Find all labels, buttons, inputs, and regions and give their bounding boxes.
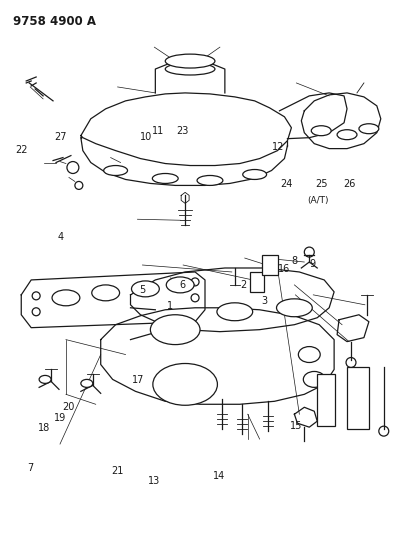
FancyBboxPatch shape xyxy=(261,255,277,275)
Ellipse shape xyxy=(276,299,312,317)
Ellipse shape xyxy=(165,54,214,68)
Text: 2: 2 xyxy=(240,280,246,290)
Ellipse shape xyxy=(298,346,319,362)
Ellipse shape xyxy=(39,375,51,383)
Text: (A/T): (A/T) xyxy=(307,196,328,205)
Text: 10: 10 xyxy=(139,132,152,142)
Text: 26: 26 xyxy=(343,179,355,189)
Text: 16: 16 xyxy=(278,264,290,274)
Ellipse shape xyxy=(166,277,193,293)
FancyBboxPatch shape xyxy=(346,367,368,429)
Ellipse shape xyxy=(103,166,127,175)
Ellipse shape xyxy=(153,364,217,405)
Text: 27: 27 xyxy=(54,132,67,142)
Text: 24: 24 xyxy=(280,179,292,189)
Text: 5: 5 xyxy=(138,285,145,295)
Text: 3: 3 xyxy=(261,296,266,306)
Text: 19: 19 xyxy=(54,413,66,423)
Ellipse shape xyxy=(52,290,80,306)
FancyBboxPatch shape xyxy=(249,272,263,292)
Ellipse shape xyxy=(310,126,330,136)
Text: 21: 21 xyxy=(111,466,124,475)
Text: 13: 13 xyxy=(148,477,160,486)
Text: 22: 22 xyxy=(16,145,28,155)
Ellipse shape xyxy=(358,124,378,134)
Text: 14: 14 xyxy=(213,471,225,481)
Ellipse shape xyxy=(197,175,222,185)
Text: 1: 1 xyxy=(167,301,173,311)
Text: 18: 18 xyxy=(38,423,50,433)
Text: 4: 4 xyxy=(57,232,63,243)
Text: 25: 25 xyxy=(314,179,326,189)
Text: 7: 7 xyxy=(27,463,33,473)
Text: 6: 6 xyxy=(179,280,185,290)
FancyBboxPatch shape xyxy=(317,375,334,426)
Text: 9758 4900 A: 9758 4900 A xyxy=(13,15,96,28)
Ellipse shape xyxy=(81,379,92,387)
Text: 20: 20 xyxy=(62,402,74,412)
Ellipse shape xyxy=(242,169,266,180)
Text: 9: 9 xyxy=(309,259,315,269)
Text: 23: 23 xyxy=(176,126,188,136)
Text: 17: 17 xyxy=(131,375,144,385)
Ellipse shape xyxy=(150,315,200,345)
Text: 8: 8 xyxy=(291,256,297,266)
Ellipse shape xyxy=(336,130,356,140)
Ellipse shape xyxy=(131,281,159,297)
Ellipse shape xyxy=(303,372,324,387)
Ellipse shape xyxy=(152,173,178,183)
Text: 15: 15 xyxy=(290,421,302,431)
Text: 11: 11 xyxy=(152,126,164,136)
Ellipse shape xyxy=(216,303,252,321)
Text: 12: 12 xyxy=(272,142,284,152)
Ellipse shape xyxy=(92,285,119,301)
